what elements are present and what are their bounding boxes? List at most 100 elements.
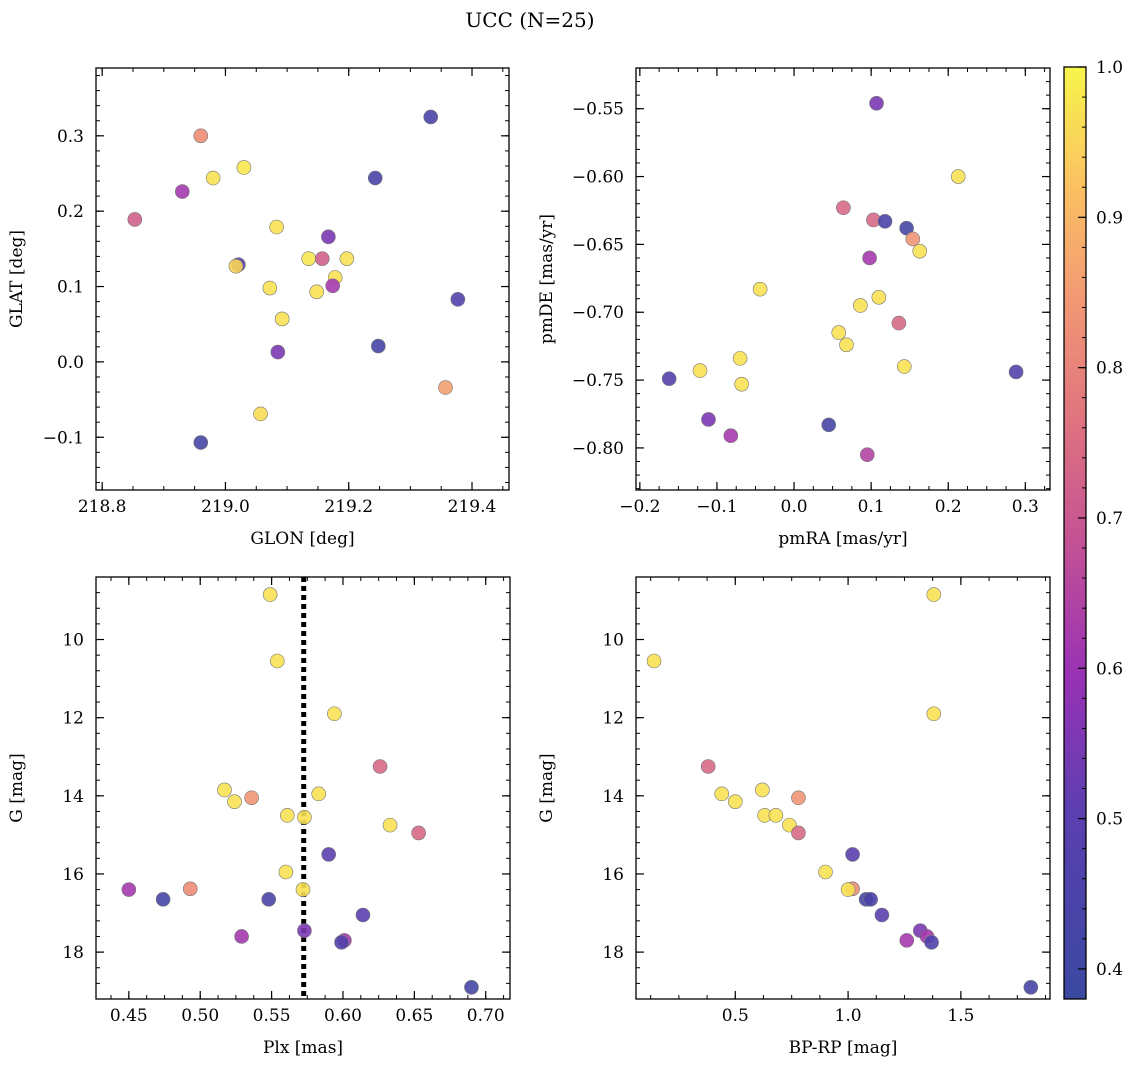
scatter-point (262, 587, 278, 602)
y-tick-label: −0.55 (572, 100, 624, 120)
scatter-point (714, 786, 730, 802)
y-tick-label: −0.80 (572, 439, 624, 459)
scatter-point (321, 229, 336, 245)
scatter-point (261, 892, 277, 907)
subplot-grid: 218.8 219.0 219.2 219.4 −0.1 0.0 0.1 0.2 0.3 GLON… (7, 67, 1051, 1058)
x-tick-label: 1.5 (947, 1006, 974, 1026)
scatter-point (334, 935, 349, 950)
scatter-point (752, 281, 768, 297)
y-tick-label: 16 (62, 865, 84, 885)
scatter-point (278, 864, 294, 880)
scatter-point (845, 847, 860, 862)
colorbar-tick-label: 1.0 (1096, 58, 1123, 78)
axes-frame (635, 67, 1051, 491)
scatter-point (155, 892, 171, 907)
scatter-point (327, 706, 342, 722)
y-tick-label: −0.60 (572, 168, 624, 188)
scatter-point (464, 979, 479, 995)
colorbar-tick-label: 0.7 (1096, 509, 1123, 529)
x-tick-label: 0.5 (722, 1006, 749, 1026)
x-axis-label: Plx [mas] (263, 1038, 343, 1058)
x-tick-label: 0.0 (781, 497, 808, 517)
scatter-point (205, 170, 221, 186)
scatter-point (950, 169, 966, 184)
scatter-points (121, 587, 479, 995)
scatter-point (912, 243, 928, 259)
scatter-point (325, 278, 341, 294)
scatter-point (692, 363, 708, 378)
scatter-point (821, 417, 837, 433)
scatter-point (321, 847, 336, 862)
axes-frame (635, 576, 1051, 1000)
scatter-point (438, 380, 453, 395)
x-tick-label: 219.2 (324, 497, 373, 517)
scatter-point (274, 311, 290, 327)
x-tick-label: −0.2 (619, 497, 660, 517)
x-tick-label: 1.0 (835, 1006, 862, 1026)
x-tick-label: 0.3 (1012, 497, 1039, 517)
scatter-point (301, 251, 316, 266)
subplot-1: 218.8 219.0 219.2 219.4 −0.1 0.0 0.1 0.2 0.3 GLON… (7, 67, 510, 549)
scatter-point (700, 759, 716, 774)
y-tick-label: −0.75 (572, 371, 624, 391)
y-tick-label: −0.65 (572, 235, 624, 255)
y-tick-label: 18 (602, 943, 624, 963)
scatter-point (877, 214, 893, 229)
colorbar-tick-label: 0.4 (1096, 960, 1123, 980)
scatter-point (355, 907, 371, 923)
scatter-point (905, 231, 921, 247)
scatter-point (121, 882, 137, 897)
scatter-point (661, 371, 677, 387)
scatter-point (863, 892, 878, 907)
scatter-point (734, 376, 749, 392)
scatter-point (859, 447, 875, 463)
scatter-point (891, 315, 907, 331)
colorbar: 0.4 0.5 0.6 0.7 0.8 0.9 1.0 (1063, 58, 1123, 1000)
scatter-point (791, 790, 806, 806)
x-tick-label: 219.4 (448, 497, 497, 517)
scatter-point (836, 200, 851, 216)
colorbar-tick-label: 0.6 (1096, 659, 1123, 679)
scatter-point (269, 219, 284, 235)
y-axis-label: G [mag] (537, 753, 557, 822)
x-axis-label: GLON [deg] (250, 529, 354, 549)
scatter-point (839, 337, 854, 353)
x-tick-label: 0.70 (467, 1006, 505, 1026)
scatter-point (295, 882, 311, 897)
scatter-point (270, 653, 285, 669)
x-tick-label: 0.65 (395, 1006, 433, 1026)
scatter-point (727, 794, 743, 809)
scatter-point (311, 786, 327, 802)
minor-ticks (636, 67, 1050, 490)
axes-frame (95, 576, 511, 1000)
figure-title: UCC (N=25) (465, 8, 594, 32)
scatter-point (309, 284, 324, 300)
scatter-point (874, 907, 890, 923)
y-tick-label: 0.2 (57, 202, 84, 222)
y-axis-label: pmDE [mas/yr] (537, 214, 557, 344)
scatter-point (768, 808, 784, 823)
scatter-point (755, 782, 770, 798)
colorbar-gradient (1063, 66, 1087, 1000)
scatter-point (701, 412, 716, 427)
subplot-4: 0.5 1.0 1.5 10 12 14 16 18 BP-RP [mag] G [mag] (537, 576, 1051, 1058)
y-tick-label: 10 (62, 631, 84, 651)
scatter-point (182, 881, 198, 897)
x-tick-label: 0.55 (253, 1006, 291, 1026)
scatter-point (450, 292, 466, 307)
x-tick-label: 0.50 (181, 1006, 219, 1026)
scatter-point (262, 280, 278, 296)
scatter-point (723, 428, 739, 444)
y-tick-label: 0.0 (57, 353, 84, 373)
scatter-point (227, 794, 242, 809)
minor-ticks (636, 576, 1050, 1000)
y-tick-label: 14 (602, 787, 624, 807)
scatter-point (869, 95, 884, 111)
y-tick-label: 0.3 (57, 127, 84, 147)
scatter-point (270, 344, 286, 360)
x-tick-label: 218.8 (78, 497, 127, 517)
scatter-point (339, 251, 355, 266)
x-axis-label: pmRA [mas/yr] (778, 529, 907, 549)
scatter-point (236, 160, 252, 175)
